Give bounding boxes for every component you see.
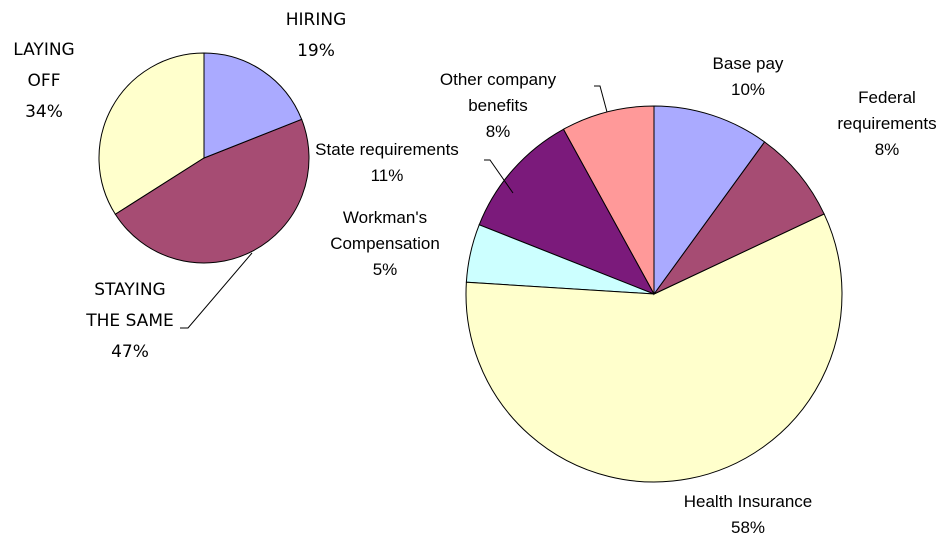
pie-slice [98,52,205,215]
leader-line [484,159,514,194]
slice-name: HIRING [285,10,347,30]
slice-label: State requirements 11% [267,137,507,189]
pie-slice [653,141,825,295]
leader-line [180,252,253,329]
slice-label: LAYING OFF 34% [4,35,84,128]
slice-value: 47% [111,342,149,362]
pie-slice [478,128,656,295]
leader-lines [180,85,608,329]
slice-name: Federal requirements [837,88,937,133]
slice-value: 8% [485,122,511,141]
slice-name: Other company benefits [439,70,557,115]
slice-label: Other company benefits 8% [428,67,568,145]
slice-name: Health Insurance [683,492,813,511]
slice-label: Federal requirements 8% [831,85,943,163]
slice-name: Workman's Compensation [330,208,440,253]
slice-name: STAYING THE SAME [86,280,174,331]
slice-value: 8% [874,140,900,159]
slice-value: 11% [370,166,404,185]
slice-label: Base pay 10% [688,51,808,103]
slice-value: 10% [730,80,766,99]
slice-value: 5% [372,260,398,279]
pie-slice [562,105,655,295]
slice-name: LAYING OFF [13,40,75,91]
slice-value: 58% [730,518,766,537]
slice-name: Base pay [712,54,784,73]
slice-label: HIRING 19% [256,5,376,67]
pie-slice [114,118,310,264]
leader-line [594,85,608,113]
pie-slice [203,52,303,159]
pie-slice [465,213,843,483]
slice-label: Health Insurance 58% [648,489,848,541]
slice-value: 34% [25,102,63,122]
slice-name: State requirements [315,140,459,159]
slice-label: STAYING THE SAME 47% [85,275,175,368]
slice-value: 19% [297,41,335,61]
slice-label: Workman's Compensation 5% [315,205,455,283]
pie-slice [653,105,766,296]
